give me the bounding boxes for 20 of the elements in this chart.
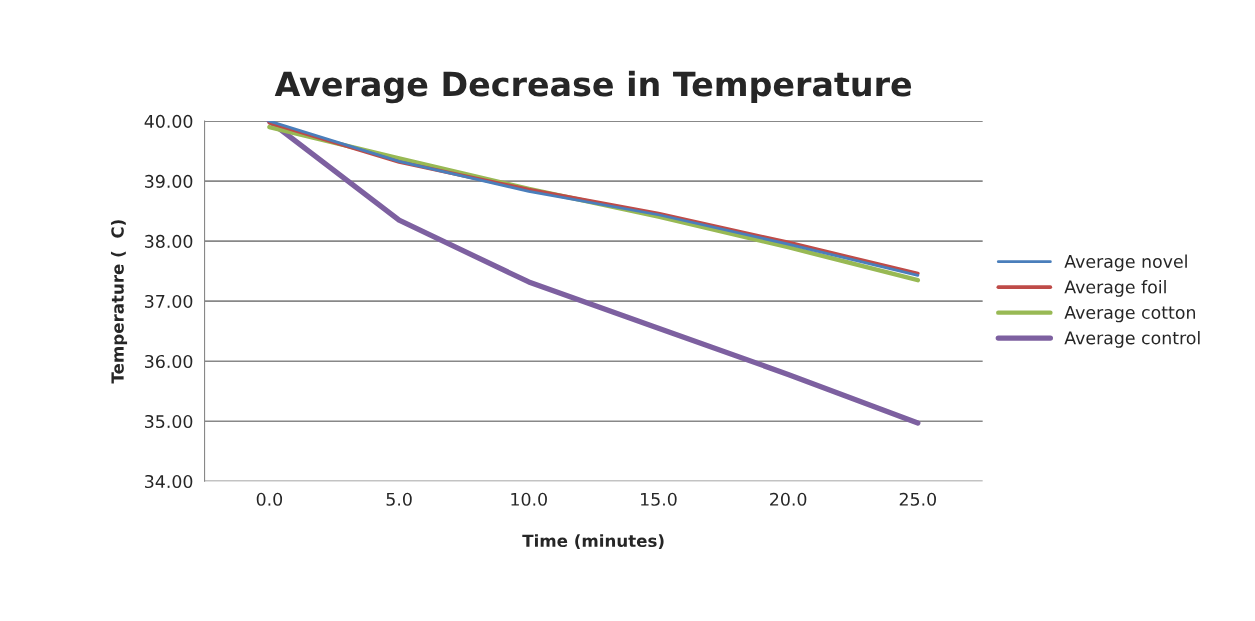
y-tick-label: 35.00 bbox=[145, 414, 193, 429]
y-axis-title: Temperature ( C) bbox=[110, 220, 128, 384]
x-tick-label: 10.0 bbox=[511, 492, 547, 506]
y-tick-label: 39.00 bbox=[145, 174, 193, 188]
legend-label: Average cotton bbox=[1064, 306, 1195, 323]
chart-title: Average Decrease in Temperature bbox=[274, 70, 912, 104]
y-tick-label: 37.00 bbox=[145, 294, 193, 309]
legend-label: Average control bbox=[1064, 331, 1200, 348]
y-tick-label: 38.00 bbox=[145, 234, 193, 248]
legend-label: Average foil bbox=[1064, 280, 1166, 297]
y-tick-label: 40.00 bbox=[144, 114, 193, 128]
x-tick-label: 15.0 bbox=[641, 492, 677, 506]
y-tick-label: 36.00 bbox=[145, 354, 193, 369]
x-axis-title: Time (minutes) bbox=[522, 534, 664, 550]
legend-label: Average novel bbox=[1064, 254, 1187, 272]
x-tick-label: 25.0 bbox=[899, 492, 936, 506]
x-tick-label: 20.0 bbox=[770, 492, 807, 506]
x-tick-label: 5.0 bbox=[386, 492, 412, 506]
x-tick-label: 0.0 bbox=[256, 492, 283, 506]
y-tick-label: 34.00 bbox=[145, 474, 193, 489]
